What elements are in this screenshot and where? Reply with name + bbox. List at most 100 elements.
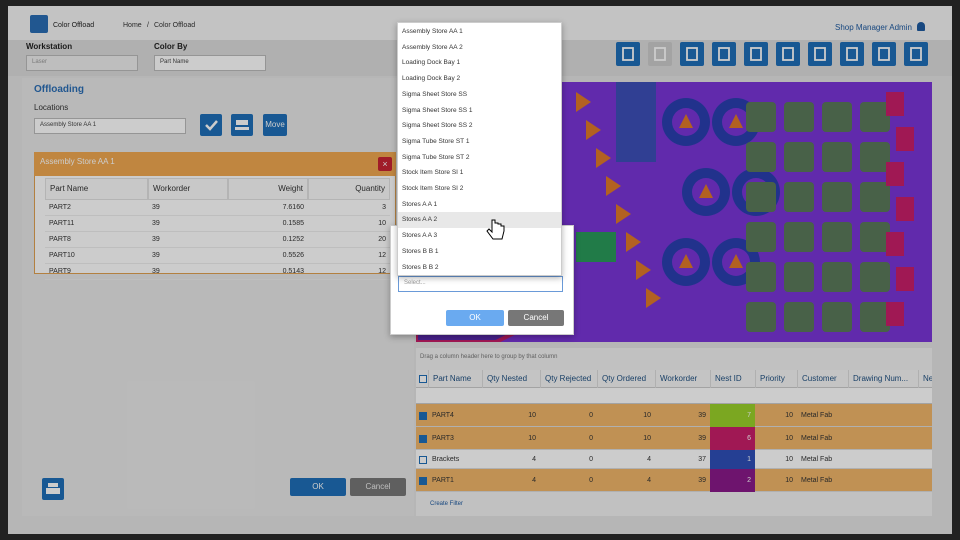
column-header[interactable]: Part Name xyxy=(45,178,148,200)
grid-cell: 1 xyxy=(710,450,755,469)
toolbar-button[interactable] xyxy=(680,42,704,66)
table-cell: 39 xyxy=(148,232,228,248)
grid-cell: PART4 xyxy=(432,412,454,419)
toolbar-button[interactable] xyxy=(776,42,800,66)
cancel-button[interactable]: Cancel xyxy=(350,478,406,496)
table-cell: 0.5143 xyxy=(228,264,308,280)
grid-cell: 4 xyxy=(532,456,536,463)
grid-cell: 0 xyxy=(589,477,593,484)
grid-cell: 10 xyxy=(528,412,536,419)
column-header[interactable]: Workorder xyxy=(148,178,228,200)
table-cell: 0.5526 xyxy=(228,248,308,264)
filter-row xyxy=(416,388,932,404)
toolbar-button[interactable] xyxy=(872,42,896,66)
grid-cell: 10 xyxy=(643,412,651,419)
row-checkbox[interactable] xyxy=(419,476,427,485)
grid-cell: Metal Fab xyxy=(801,477,833,484)
grid-column-header[interactable]: Drawing Num... xyxy=(848,370,918,388)
locations-label: Locations xyxy=(34,103,69,112)
print-icon xyxy=(46,483,60,494)
table-cell: 39 xyxy=(148,200,228,216)
column-header[interactable]: Quantity xyxy=(308,178,390,200)
grid-cell: 4 xyxy=(647,456,651,463)
grid-cell: 10 xyxy=(785,456,793,463)
table-cell: 20 xyxy=(308,232,390,248)
table-cell: PART10 xyxy=(45,248,148,264)
grid-column-header[interactable]: Qty Ordered xyxy=(597,370,655,388)
grid-cell: 2 xyxy=(710,469,755,492)
grid-cell: 10 xyxy=(643,435,651,442)
grid-cell: 4 xyxy=(647,477,651,484)
column-header[interactable]: Weight xyxy=(228,178,308,200)
color-by-select[interactable]: Part Name xyxy=(154,55,266,71)
toolbar-button[interactable] xyxy=(616,42,640,66)
check-icon xyxy=(205,120,218,131)
grid-column-header[interactable]: Part Name xyxy=(428,370,482,388)
table-cell: 10 xyxy=(308,216,390,232)
table-cell: PART11 xyxy=(45,216,148,232)
row-checkbox[interactable] xyxy=(419,434,427,443)
grid-cell: 7 xyxy=(710,404,755,427)
grid-column-header[interactable]: Priority xyxy=(755,370,797,388)
breadcrumb-item[interactable]: Home xyxy=(123,22,142,29)
color-by-label: Color By xyxy=(154,42,188,51)
location-panel-header: Assembly Store AA 1 xyxy=(34,152,396,176)
user-menu[interactable]: Shop Manager Admin xyxy=(835,23,912,32)
grid-column-header[interactable]: Ne xyxy=(918,370,932,388)
workstation-label: Workstation xyxy=(26,42,73,51)
close-button[interactable]: × xyxy=(378,157,392,171)
grid-column-header[interactable]: Qty Nested xyxy=(482,370,540,388)
print-button[interactable] xyxy=(42,478,64,500)
row-checkbox[interactable] xyxy=(419,411,427,420)
table-cell: 0.1252 xyxy=(228,232,308,248)
grid-cell: Metal Fab xyxy=(801,412,833,419)
grid-cell: Metal Fab xyxy=(801,435,833,442)
grid-cell: 0 xyxy=(589,412,593,419)
ok-button[interactable]: OK xyxy=(290,478,346,496)
toolbar-icon xyxy=(782,47,794,61)
toolbar-icon xyxy=(750,47,762,61)
toolbar-button[interactable] xyxy=(840,42,864,66)
grid-cell: 10 xyxy=(785,412,793,419)
grid-cell: Brackets xyxy=(432,456,460,463)
workstation-select[interactable]: Laser xyxy=(26,55,138,71)
toolbar-button[interactable] xyxy=(904,42,928,66)
table-cell: 7.6160 xyxy=(228,200,308,216)
toolbar-icon xyxy=(814,47,826,61)
toolbar-button[interactable] xyxy=(712,42,736,66)
user-icon xyxy=(917,22,925,31)
location-select[interactable]: Assembly Store AA 1 xyxy=(34,118,186,134)
grid-column-header[interactable]: Workorder xyxy=(655,370,710,388)
toolbar-button[interactable] xyxy=(744,42,768,66)
table-cell: PART9 xyxy=(45,264,148,280)
grid-cell: 10 xyxy=(785,477,793,484)
confirm-button[interactable] xyxy=(200,114,222,136)
grid-column-header[interactable]: Customer xyxy=(797,370,848,388)
table-cell: 3 xyxy=(308,200,390,216)
row-checkbox[interactable] xyxy=(419,455,427,464)
grid-cell: 0 xyxy=(589,435,593,442)
grid-row xyxy=(416,427,932,450)
logo xyxy=(30,15,48,33)
create-filter[interactable]: Create Filter xyxy=(430,501,464,507)
toolbar-icon xyxy=(686,47,698,61)
grid-cell: Metal Fab xyxy=(801,456,833,463)
app-name: Color Offload xyxy=(53,22,95,29)
move-button[interactable]: Move xyxy=(263,114,287,136)
toolbar-icon xyxy=(654,47,666,61)
table-cell: PART2 xyxy=(45,200,148,216)
toolbar-button[interactable] xyxy=(808,42,832,66)
grid-cell: 37 xyxy=(698,456,706,463)
toolbar-icon xyxy=(910,47,922,61)
station-button[interactable] xyxy=(231,114,253,136)
toolbar-icon xyxy=(718,47,730,61)
table-cell: 0.1585 xyxy=(228,216,308,232)
grid-cell: PART3 xyxy=(432,435,454,442)
breadcrumb-item[interactable]: Color Offload xyxy=(154,22,196,29)
grid-column-header[interactable]: Qty Rejected xyxy=(540,370,597,388)
group-hint: Drag a column header here to group by th… xyxy=(420,354,558,360)
header-checkbox[interactable] xyxy=(419,375,427,383)
grid-column-header[interactable]: Nest ID xyxy=(710,370,755,388)
grid-row xyxy=(416,450,932,469)
